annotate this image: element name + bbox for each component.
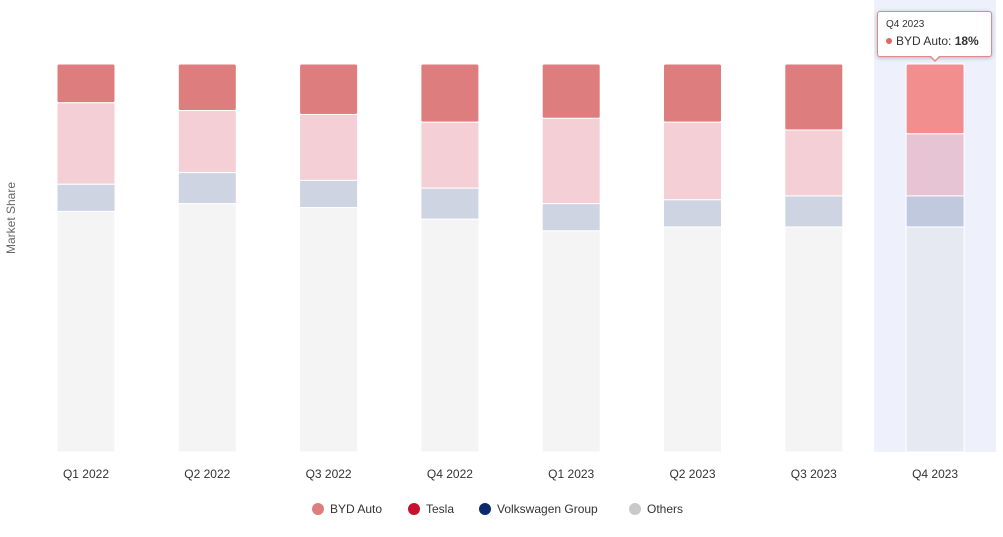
- bar-segment-byd-auto-q4-2022[interactable]: [420, 63, 480, 123]
- x-tick-label: Q3 2023: [791, 467, 837, 481]
- bar-segment-others-q2-2023[interactable]: [663, 226, 722, 453]
- bar-segment-tesla-q2-2023[interactable]: [663, 121, 722, 201]
- y-axis-title: Market Share: [4, 182, 18, 254]
- tooltip-title: Q4 2023: [886, 19, 925, 30]
- bar-segment-tesla-q1-2023[interactable]: [541, 117, 601, 205]
- bar-segment-others-q1-2022[interactable]: [56, 210, 116, 453]
- legend-label-volkswagen-group: Volkswagen Group: [497, 502, 598, 516]
- legend-swatch-tesla: [408, 503, 420, 515]
- bar-segment-others-q4-2022[interactable]: [420, 218, 480, 453]
- legend-swatch-byd-auto: [312, 503, 324, 515]
- x-axis-labels: Q1 2022 Q2 2022 Q3 2022 Q4 2022 Q1 2023 Q2 20…: [63, 467, 958, 481]
- legend-item-tesla[interactable]: Tesla: [408, 502, 454, 516]
- tooltip-series-name: BYD Auto: [896, 34, 949, 48]
- bar-stack-q4-2023[interactable]: [905, 63, 965, 453]
- bar-segment-tesla-q4-2022[interactable]: [420, 121, 480, 189]
- legend: BYD Auto Tesla Volkswagen Group Others: [312, 502, 683, 516]
- bar-stack-q1-2022[interactable]: [56, 63, 116, 453]
- bar-segment-volkswagen-group-q2-2023[interactable]: [663, 199, 722, 228]
- bar-stack-q3-2023[interactable]: [784, 63, 844, 453]
- legend-label-others: Others: [647, 502, 683, 516]
- bar-segment-volkswagen-group-q4-2023[interactable]: [905, 195, 965, 228]
- legend-swatch-volkswagen-group: [479, 503, 491, 515]
- bar-segment-volkswagen-group-q1-2023[interactable]: [541, 203, 601, 232]
- bar-stack-q1-2023[interactable]: [541, 63, 601, 453]
- bar-segment-tesla-q3-2022[interactable]: [299, 113, 359, 181]
- bar-stack-q2-2023[interactable]: [663, 63, 722, 453]
- legend-label-byd-auto: BYD Auto: [330, 502, 382, 516]
- bar-segment-tesla-q4-2023[interactable]: [905, 133, 965, 197]
- legend-item-volkswagen-group[interactable]: Volkswagen Group: [479, 502, 598, 516]
- x-tick-label: Q2 2023: [669, 467, 715, 481]
- bar-segment-byd-auto-q1-2022[interactable]: [56, 63, 116, 104]
- legend-item-others[interactable]: Others: [629, 502, 683, 516]
- x-tick-label: Q1 2022: [63, 467, 109, 481]
- bar-segment-volkswagen-group-q3-2022[interactable]: [299, 179, 359, 209]
- tooltip-caret-inner: [930, 55, 940, 60]
- bar-stack-q4-2022[interactable]: [420, 63, 480, 453]
- bar-segment-others-q1-2023[interactable]: [541, 230, 601, 453]
- bar-segment-byd-auto-q3-2023[interactable]: [784, 63, 844, 131]
- bar-segment-others-q3-2022[interactable]: [299, 207, 359, 453]
- bar-segment-volkswagen-group-q1-2022[interactable]: [56, 183, 116, 212]
- legend-item-byd-auto[interactable]: BYD Auto: [312, 502, 382, 516]
- bar-segment-others-q3-2023[interactable]: [784, 226, 844, 453]
- legend-swatch-others: [629, 503, 641, 515]
- tooltip-separator: :: [948, 34, 955, 48]
- tooltip-series-dot: [886, 38, 892, 44]
- bar-segment-others-q2-2022[interactable]: [177, 203, 237, 453]
- x-tick-label: Q4 2023: [912, 467, 958, 481]
- bar-segment-byd-auto-q2-2022[interactable]: [177, 63, 237, 112]
- bar-segment-others-q4-2023[interactable]: [905, 226, 965, 453]
- bar-stack-q2-2022[interactable]: [177, 63, 237, 453]
- bar-segment-tesla-q3-2023[interactable]: [784, 129, 844, 197]
- x-tick-label: Q2 2022: [184, 467, 230, 481]
- bar-segment-byd-auto-q1-2023[interactable]: [541, 63, 601, 119]
- bar-segment-volkswagen-group-q2-2022[interactable]: [177, 172, 237, 205]
- bar-segment-byd-auto-q2-2023[interactable]: [663, 63, 722, 123]
- bars-layer: [56, 63, 965, 453]
- bar-segment-byd-auto-q4-2023[interactable]: [905, 63, 965, 135]
- tooltip-row: BYD Auto: 18%: [886, 33, 983, 49]
- x-tick-label: Q3 2022: [306, 467, 352, 481]
- bar-segment-volkswagen-group-q4-2022[interactable]: [420, 187, 480, 220]
- x-tick-label: Q1 2023: [548, 467, 594, 481]
- tooltip-value: 18%: [954, 34, 979, 48]
- bar-segment-volkswagen-group-q3-2023[interactable]: [784, 195, 844, 228]
- tooltip: Q4 2023 BYD Auto: 18%: [877, 11, 992, 57]
- bar-segment-tesla-q1-2022[interactable]: [56, 102, 116, 185]
- x-tick-label: Q4 2022: [427, 467, 473, 481]
- bar-segment-tesla-q2-2022[interactable]: [177, 110, 237, 174]
- legend-label-tesla: Tesla: [426, 502, 454, 516]
- bar-stack-q3-2022[interactable]: [299, 63, 359, 453]
- bar-segment-byd-auto-q3-2022[interactable]: [299, 63, 359, 115]
